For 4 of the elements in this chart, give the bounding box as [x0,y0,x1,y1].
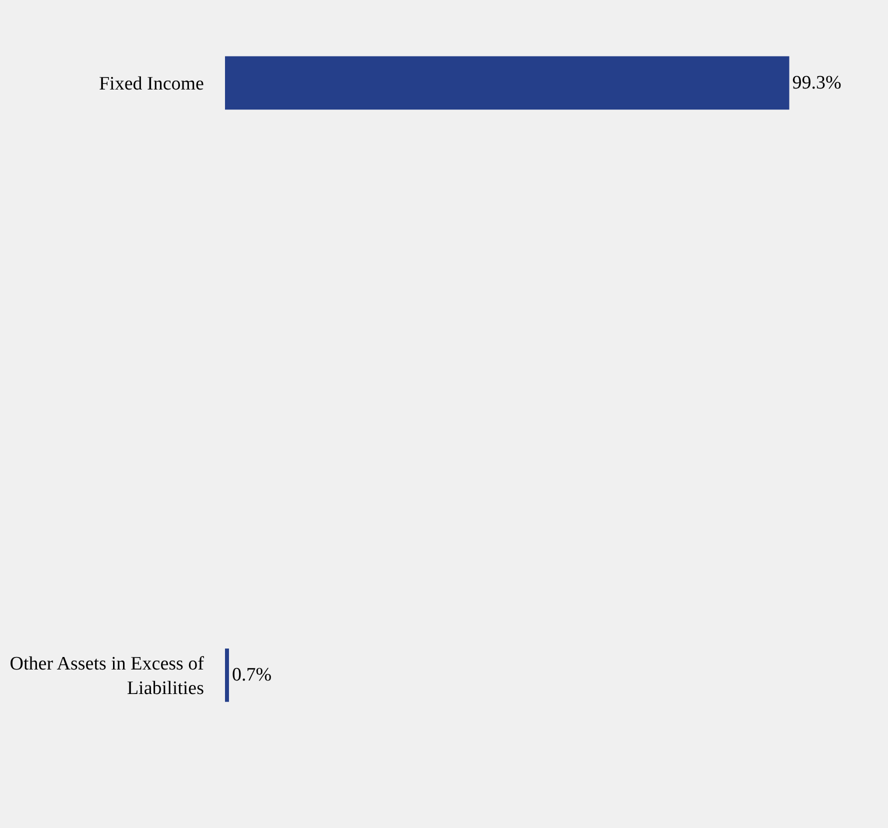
data-label: 0.7% [232,664,272,686]
y-tick-label: Fixed Income [98,74,204,95]
data-label: 99.3% [792,72,842,94]
y-tick-label: Other Assets in Excess of Liabilities [10,653,205,700]
